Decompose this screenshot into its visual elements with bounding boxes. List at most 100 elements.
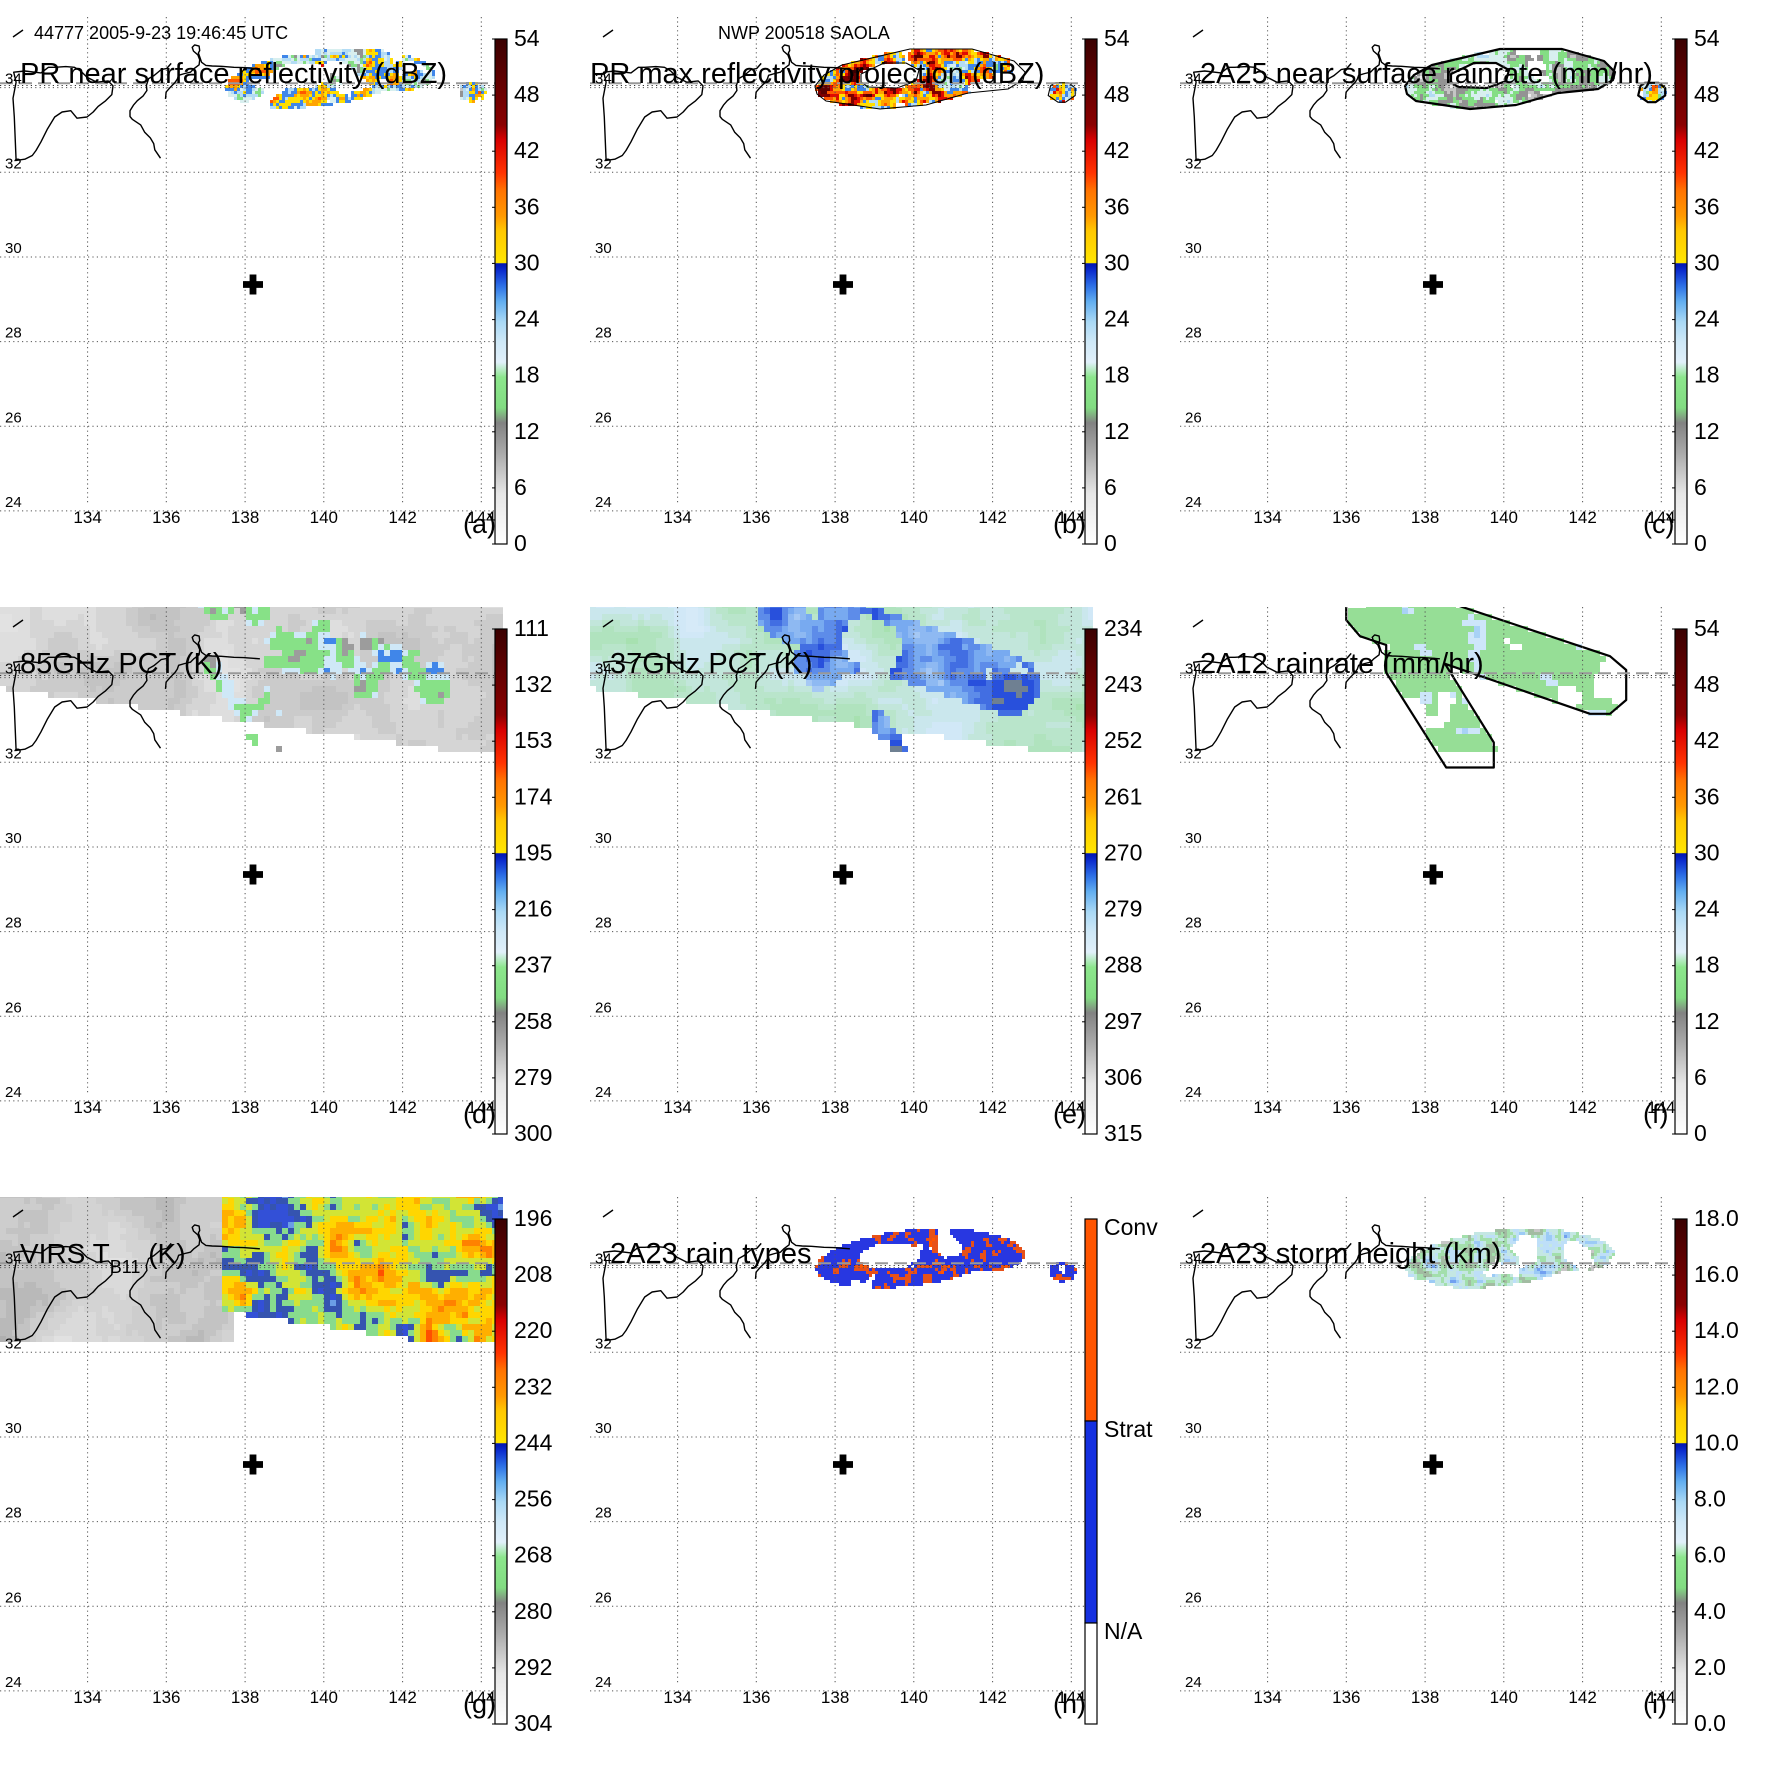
svg-text:138: 138 [231, 1098, 259, 1117]
svg-text:12: 12 [1694, 1008, 1720, 1034]
svg-text:24: 24 [595, 1084, 612, 1101]
svg-text:28: 28 [595, 915, 612, 932]
svg-text:54: 54 [1694, 25, 1720, 51]
svg-text:(a): (a) [463, 509, 496, 539]
svg-text:216: 216 [514, 896, 552, 922]
svg-text:24: 24 [595, 494, 612, 511]
svg-text:30: 30 [5, 830, 22, 847]
svg-text:140: 140 [310, 1098, 338, 1117]
svg-text:(g): (g) [463, 1689, 496, 1719]
svg-text:304: 304 [514, 1710, 553, 1736]
svg-text:0: 0 [514, 530, 527, 556]
svg-text:30: 30 [5, 240, 22, 257]
svg-text:153: 153 [514, 727, 552, 753]
svg-text:6: 6 [1694, 474, 1707, 500]
svg-text:30: 30 [595, 830, 612, 847]
svg-text:138: 138 [821, 1098, 849, 1117]
svg-text:270: 270 [1104, 839, 1142, 865]
svg-text:292: 292 [514, 1654, 552, 1680]
svg-text:30: 30 [1694, 249, 1720, 275]
svg-text:42: 42 [514, 137, 540, 163]
svg-text:12: 12 [1694, 418, 1720, 444]
svg-text:30: 30 [1185, 830, 1202, 847]
svg-text:300: 300 [514, 1120, 552, 1146]
svg-text:288: 288 [1104, 952, 1142, 978]
svg-text:132: 132 [514, 671, 552, 697]
svg-text:2A12 rainrate (mm/hr): 2A12 rainrate (mm/hr) [1200, 648, 1484, 680]
svg-text:(b): (b) [1053, 509, 1086, 539]
svg-text:0: 0 [1694, 1120, 1707, 1146]
svg-text:32: 32 [595, 745, 612, 762]
svg-text:28: 28 [1185, 915, 1202, 932]
svg-text:54: 54 [1694, 615, 1720, 641]
svg-text:140: 140 [900, 1098, 928, 1117]
svg-text:24: 24 [1694, 896, 1720, 922]
svg-text:48: 48 [514, 81, 540, 107]
svg-text:30: 30 [1104, 249, 1130, 275]
svg-text:30: 30 [1185, 240, 1202, 257]
svg-text:297: 297 [1104, 1008, 1142, 1034]
svg-text:48: 48 [1694, 671, 1720, 697]
svg-text:32: 32 [595, 155, 612, 172]
svg-text:PR near surface reflectivity (: PR near surface reflectivity (dBZ) [20, 58, 447, 90]
svg-text:220: 220 [514, 1317, 552, 1343]
svg-text:140: 140 [310, 1688, 338, 1707]
svg-text:30: 30 [595, 240, 612, 257]
svg-text:2A25 near surface rainrate (mm: 2A25 near surface rainrate (mm/hr) [1200, 58, 1653, 90]
svg-text:208: 208 [514, 1261, 552, 1287]
svg-text:26: 26 [595, 1589, 612, 1606]
svg-text:48: 48 [1694, 81, 1720, 107]
svg-text:(d): (d) [463, 1099, 496, 1129]
svg-text:18: 18 [1104, 362, 1130, 388]
svg-text:18: 18 [1694, 362, 1720, 388]
svg-text:256: 256 [514, 1486, 552, 1512]
svg-text:138: 138 [821, 508, 849, 527]
svg-text:138: 138 [821, 1688, 849, 1707]
svg-text:24: 24 [514, 306, 540, 332]
svg-text:42: 42 [1694, 727, 1720, 753]
svg-text:24: 24 [5, 494, 22, 511]
svg-text:243: 243 [1104, 671, 1142, 697]
svg-text:30: 30 [514, 249, 540, 275]
svg-text:85GHz PCT (K): 85GHz PCT (K) [20, 648, 223, 680]
svg-text:28: 28 [595, 325, 612, 342]
svg-text:32: 32 [5, 745, 22, 762]
svg-text:32: 32 [1185, 155, 1202, 172]
svg-text:232: 232 [514, 1373, 552, 1399]
svg-text:28: 28 [5, 325, 22, 342]
svg-text:26: 26 [5, 409, 22, 426]
svg-text:(c): (c) [1643, 509, 1674, 539]
svg-text:32: 32 [5, 1335, 22, 1352]
svg-text:42: 42 [1694, 137, 1720, 163]
svg-text:6: 6 [514, 474, 527, 500]
svg-text:28: 28 [5, 915, 22, 932]
svg-text:42: 42 [1104, 137, 1130, 163]
svg-text:NWP 200518 SAOLA: NWP 200518 SAOLA [718, 23, 890, 43]
svg-text:12: 12 [514, 418, 540, 444]
svg-text:279: 279 [514, 1064, 552, 1090]
svg-text:26: 26 [595, 999, 612, 1016]
svg-text:18: 18 [514, 362, 540, 388]
svg-text:315: 315 [1104, 1120, 1142, 1146]
svg-text:37GHz PCT (K): 37GHz PCT (K) [610, 648, 813, 680]
svg-text:26: 26 [5, 1589, 22, 1606]
svg-text:48: 48 [1104, 81, 1130, 107]
svg-text:26: 26 [1185, 999, 1202, 1016]
svg-text:32: 32 [5, 155, 22, 172]
svg-text:54: 54 [1104, 25, 1130, 51]
svg-text:28: 28 [595, 1505, 612, 1522]
svg-text:26: 26 [1185, 409, 1202, 426]
svg-text:28: 28 [5, 1505, 22, 1522]
svg-text:(f): (f) [1643, 1099, 1668, 1129]
svg-text:279: 279 [1104, 896, 1142, 922]
svg-text:252: 252 [1104, 727, 1142, 753]
svg-text:244: 244 [514, 1429, 553, 1455]
svg-text:36: 36 [514, 193, 540, 219]
svg-text:140: 140 [900, 1688, 928, 1707]
svg-text:36: 36 [1694, 193, 1720, 219]
svg-text:140: 140 [1490, 508, 1518, 527]
svg-text:138: 138 [1411, 508, 1439, 527]
svg-text:24: 24 [1185, 1084, 1202, 1101]
svg-text:30: 30 [1694, 839, 1720, 865]
svg-text:306: 306 [1104, 1064, 1142, 1090]
